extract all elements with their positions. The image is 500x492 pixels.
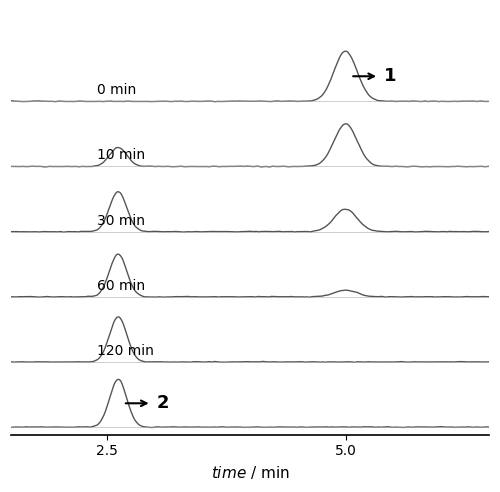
Text: 1: 1	[384, 67, 396, 85]
Text: 120 min: 120 min	[97, 344, 154, 358]
X-axis label: $\it{time}$ / min: $\it{time}$ / min	[210, 464, 290, 481]
Text: 0 min: 0 min	[97, 83, 136, 97]
Text: 10 min: 10 min	[97, 149, 145, 162]
Text: 60 min: 60 min	[97, 279, 145, 293]
Text: 30 min: 30 min	[97, 214, 145, 228]
Text: 2: 2	[156, 394, 169, 412]
